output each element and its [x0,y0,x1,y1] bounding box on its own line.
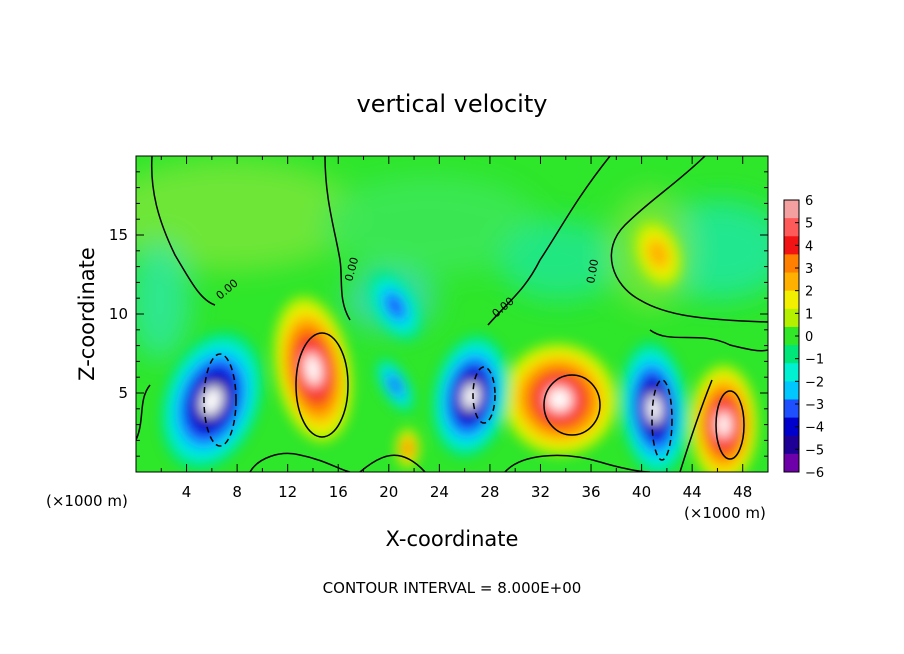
colorbar-label: −3 [805,398,824,413]
x-tick-label: 8 [232,483,242,501]
zero-contour [359,454,426,472]
x-tick-label: 4 [182,483,192,501]
chart-title: vertical velocity [357,90,548,118]
colorbar-label: 2 [805,285,813,300]
zero-contour [150,156,216,306]
colorbar-label: −6 [805,466,824,481]
cell-level [304,353,322,385]
colorbar-label: 6 [805,194,813,209]
contour-label: 0.00 [584,258,601,284]
x-tick-label: 40 [632,483,651,501]
draft-cells [160,221,758,472]
updraft-cell [273,296,353,443]
colorbar-swatch [784,399,799,419]
x-unit-left: (×1000 m) [46,492,128,510]
colorbar-swatch [784,345,799,364]
zero-contour [249,452,351,472]
zero-contour [649,329,768,352]
colorbar-swatch [784,308,799,328]
colorbar-swatch [784,381,799,400]
colorbar-label: 5 [805,217,813,232]
y-tick-label: 5 [118,384,128,402]
cell-level [716,411,731,438]
x-tick-label: 20 [379,483,398,501]
shading-blob [136,240,190,360]
contour-interval-note: CONTOUR INTERVAL = 8.000E+00 [323,579,582,597]
colorbar-swatch [784,272,799,292]
x-tick-label: 28 [480,483,499,501]
zero-contour [610,156,768,323]
colorbar-label: 4 [805,239,813,254]
x-tick-label: 36 [581,483,600,501]
contour-lines [136,156,768,472]
x-tick-label: 24 [430,483,449,501]
colorbar-label: −4 [805,421,824,436]
downdraft-cell [368,271,423,341]
zero-contour [136,384,151,441]
downdraft-cell [432,334,510,458]
plot-area [136,156,768,472]
updraft-cell [501,342,618,456]
zero-contour [487,156,611,326]
x-tick-label: 12 [278,483,297,501]
colorbar-swatch [784,417,799,437]
colorbar: 6 5 4 3 2 1 0 −1 −2 −3 −4 −5 −6 [783,194,824,481]
inner-contour [203,353,237,447]
colorbar-swatch [784,200,799,219]
x-tick-label: 48 [733,483,752,501]
shading-blob [320,175,540,275]
inner-contour [295,332,349,438]
inner-contour [472,366,496,424]
inner-contour [651,379,673,461]
cell-level [201,386,223,416]
downdraft-cell [160,331,264,471]
colorbar-label: 1 [805,307,813,322]
cell-level [647,394,662,424]
inner-contour [543,374,601,436]
shading-blob [136,160,360,270]
x-tick-label: 44 [683,483,702,501]
updraft-cell [634,221,682,287]
y-axis-title: Z-coordinate [75,247,99,381]
x-tick-label: 32 [531,483,550,501]
colorbar-swatch [784,254,799,274]
colorbar-label: 0 [805,330,813,345]
shading-blob [500,220,620,300]
cell-level [385,294,405,319]
y-tick-label: 15 [109,226,128,244]
zero-contour [504,454,651,472]
x-tick-label: 16 [329,483,348,501]
y-tick-label: 10 [109,305,128,323]
colorbar-swatch [784,218,799,237]
x-unit-right: (×1000 m) [684,504,766,522]
colorbar-swatch [784,453,799,473]
zero-contour [324,156,351,321]
updraft-cell [689,364,758,472]
downdraft-cell [375,358,415,413]
cell-level [547,387,572,412]
x-axis-title: X-coordinate [386,527,519,551]
colorbar-label: 3 [805,262,813,277]
cell-level [403,441,412,456]
colorbar-swatch [784,363,799,382]
colorbar-swatch [784,290,799,310]
zero-contour [679,379,713,472]
cell-level [647,239,669,269]
colorbar-label: −1 [805,353,824,368]
cell-level [388,375,402,395]
contour-label: 0.00 [342,256,361,283]
colorbar-swatch [784,326,799,346]
updraft-cell [395,428,420,469]
cell-level [462,383,480,410]
colorbar-swatch [784,236,799,255]
colorbar-label: −2 [805,375,824,390]
colorbar-label: −5 [805,443,824,458]
colorbar-swatch [784,435,799,455]
inner-contour [715,390,745,460]
